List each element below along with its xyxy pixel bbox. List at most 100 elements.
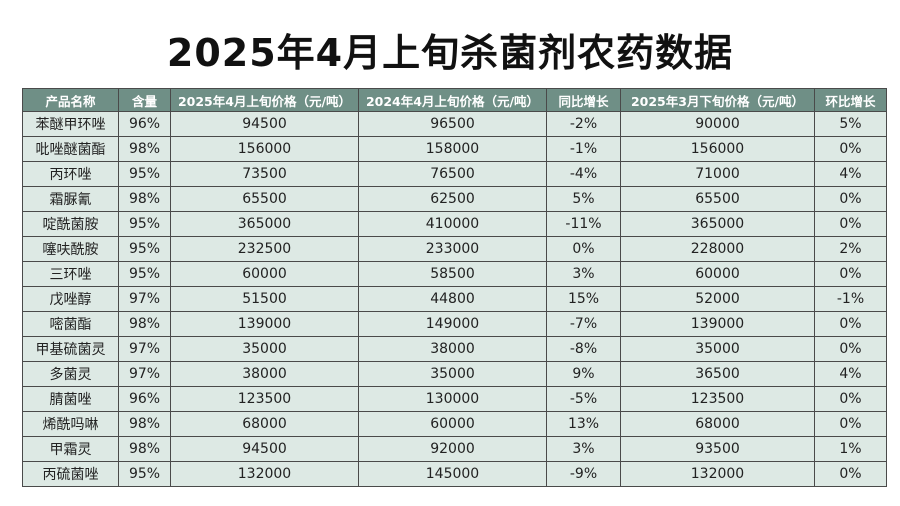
cell-price-2025-mar: 228000 [620, 236, 815, 262]
table-row: 三环唑 95% 60000 58500 3% 60000 0% [22, 261, 887, 287]
cell-mom-growth: 0% [814, 311, 887, 337]
cell-price-2025-mar: 93500 [620, 436, 815, 462]
cell-product-name: 吡唑醚菌酯 [22, 136, 119, 162]
cell-content: 95% [118, 161, 171, 187]
cell-product-name: 戊唑醇 [22, 286, 119, 312]
cell-content: 95% [118, 261, 171, 287]
table-row: 噻呋酰胺 95% 232500 233000 0% 228000 2% [22, 236, 887, 262]
price-table: 产品名称 含量 2025年4月上旬价格（元/吨） 2024年4月上旬价格（元/吨… [22, 88, 887, 487]
cell-price-2024-apr: 92000 [358, 436, 547, 462]
table-row: 吡唑醚菌酯 98% 156000 158000 -1% 156000 0% [22, 136, 887, 162]
cell-mom-growth: 0% [814, 186, 887, 212]
cell-price-2025-apr: 132000 [170, 461, 359, 487]
cell-mom-growth: 0% [814, 461, 887, 487]
cell-price-2024-apr: 35000 [358, 361, 547, 387]
cell-price-2025-mar: 132000 [620, 461, 815, 487]
cell-content: 97% [118, 361, 171, 387]
cell-mom-growth: 0% [814, 411, 887, 437]
cell-price-2025-apr: 123500 [170, 386, 359, 412]
cell-price-2025-apr: 51500 [170, 286, 359, 312]
cell-product-name: 噻呋酰胺 [22, 236, 119, 262]
table-body: 苯醚甲环唑 96% 94500 96500 -2% 90000 5% 吡唑醚菌酯… [22, 111, 887, 487]
cell-yoy-growth: -5% [546, 386, 621, 412]
cell-price-2024-apr: 158000 [358, 136, 547, 162]
table-row: 丙硫菌唑 95% 132000 145000 -9% 132000 0% [22, 461, 887, 487]
cell-content: 98% [118, 136, 171, 162]
cell-yoy-growth: -11% [546, 211, 621, 237]
cell-yoy-growth: 9% [546, 361, 621, 387]
cell-yoy-growth: -4% [546, 161, 621, 187]
cell-content: 97% [118, 286, 171, 312]
cell-price-2024-apr: 62500 [358, 186, 547, 212]
cell-yoy-growth: 13% [546, 411, 621, 437]
cell-mom-growth: 4% [814, 361, 887, 387]
cell-product-name: 嘧菌酯 [22, 311, 119, 337]
cell-price-2025-apr: 65500 [170, 186, 359, 212]
cell-product-name: 霜脲氰 [22, 186, 119, 212]
cell-yoy-growth: -7% [546, 311, 621, 337]
cell-product-name: 三环唑 [22, 261, 119, 287]
cell-mom-growth: 0% [814, 261, 887, 287]
cell-content: 95% [118, 461, 171, 487]
table-row: 多菌灵 97% 38000 35000 9% 36500 4% [22, 361, 887, 387]
cell-yoy-growth: -2% [546, 111, 621, 137]
table-row: 甲霜灵 98% 94500 92000 3% 93500 1% [22, 436, 887, 462]
cell-price-2024-apr: 410000 [358, 211, 547, 237]
table-row: 嘧菌酯 98% 139000 149000 -7% 139000 0% [22, 311, 887, 337]
cell-price-2025-mar: 139000 [620, 311, 815, 337]
cell-price-2025-apr: 232500 [170, 236, 359, 262]
cell-price-2025-mar: 71000 [620, 161, 815, 187]
cell-mom-growth: 0% [814, 386, 887, 412]
cell-product-name: 甲基硫菌灵 [22, 336, 119, 362]
cell-mom-growth: 4% [814, 161, 887, 187]
cell-price-2025-apr: 38000 [170, 361, 359, 387]
table-row: 烯酰吗啉 98% 68000 60000 13% 68000 0% [22, 411, 887, 437]
cell-yoy-growth: -8% [546, 336, 621, 362]
cell-price-2024-apr: 58500 [358, 261, 547, 287]
cell-price-2025-apr: 94500 [170, 111, 359, 137]
table-row: 腈菌唑 96% 123500 130000 -5% 123500 0% [22, 386, 887, 412]
cell-yoy-growth: -1% [546, 136, 621, 162]
cell-product-name: 烯酰吗啉 [22, 411, 119, 437]
cell-price-2025-apr: 139000 [170, 311, 359, 337]
cell-price-2025-mar: 123500 [620, 386, 815, 412]
cell-product-name: 丙硫菌唑 [22, 461, 119, 487]
cell-content: 98% [118, 186, 171, 212]
cell-price-2024-apr: 145000 [358, 461, 547, 487]
cell-price-2025-mar: 90000 [620, 111, 815, 137]
page-title: 2025年4月上旬杀菌剂农药数据 [166, 31, 734, 75]
header-row: 产品名称 含量 2025年4月上旬价格（元/吨） 2024年4月上旬价格（元/吨… [22, 88, 887, 112]
cell-content: 96% [118, 386, 171, 412]
cell-yoy-growth: 0% [546, 236, 621, 262]
cell-price-2025-apr: 365000 [170, 211, 359, 237]
cell-price-2024-apr: 233000 [358, 236, 547, 262]
table-row: 啶酰菌胺 95% 365000 410000 -11% 365000 0% [22, 211, 887, 237]
cell-price-2024-apr: 96500 [358, 111, 547, 137]
cell-price-2025-mar: 365000 [620, 211, 815, 237]
cell-content: 98% [118, 311, 171, 337]
cell-price-2025-apr: 68000 [170, 411, 359, 437]
cell-yoy-growth: -9% [546, 461, 621, 487]
cell-content: 98% [118, 436, 171, 462]
cell-price-2024-apr: 76500 [358, 161, 547, 187]
table-header: 产品名称 含量 2025年4月上旬价格（元/吨） 2024年4月上旬价格（元/吨… [22, 88, 887, 112]
cell-price-2025-mar: 52000 [620, 286, 815, 312]
table-row: 丙环唑 95% 73500 76500 -4% 71000 4% [22, 161, 887, 187]
cell-mom-growth: -1% [814, 286, 887, 312]
cell-price-2024-apr: 130000 [358, 386, 547, 412]
header-mom-growth: 环比增长 [814, 88, 887, 112]
cell-content: 95% [118, 211, 171, 237]
header-price-2025-mar: 2025年3月下旬价格（元/吨） [620, 88, 815, 112]
header-content: 含量 [118, 88, 171, 112]
cell-yoy-growth: 15% [546, 286, 621, 312]
cell-content: 97% [118, 336, 171, 362]
cell-yoy-growth: 5% [546, 186, 621, 212]
cell-content: 95% [118, 236, 171, 262]
header-price-2024-apr: 2024年4月上旬价格（元/吨） [358, 88, 547, 112]
cell-content: 98% [118, 411, 171, 437]
table-row: 甲基硫菌灵 97% 35000 38000 -8% 35000 0% [22, 336, 887, 362]
cell-price-2025-mar: 60000 [620, 261, 815, 287]
cell-price-2025-apr: 35000 [170, 336, 359, 362]
cell-product-name: 甲霜灵 [22, 436, 119, 462]
